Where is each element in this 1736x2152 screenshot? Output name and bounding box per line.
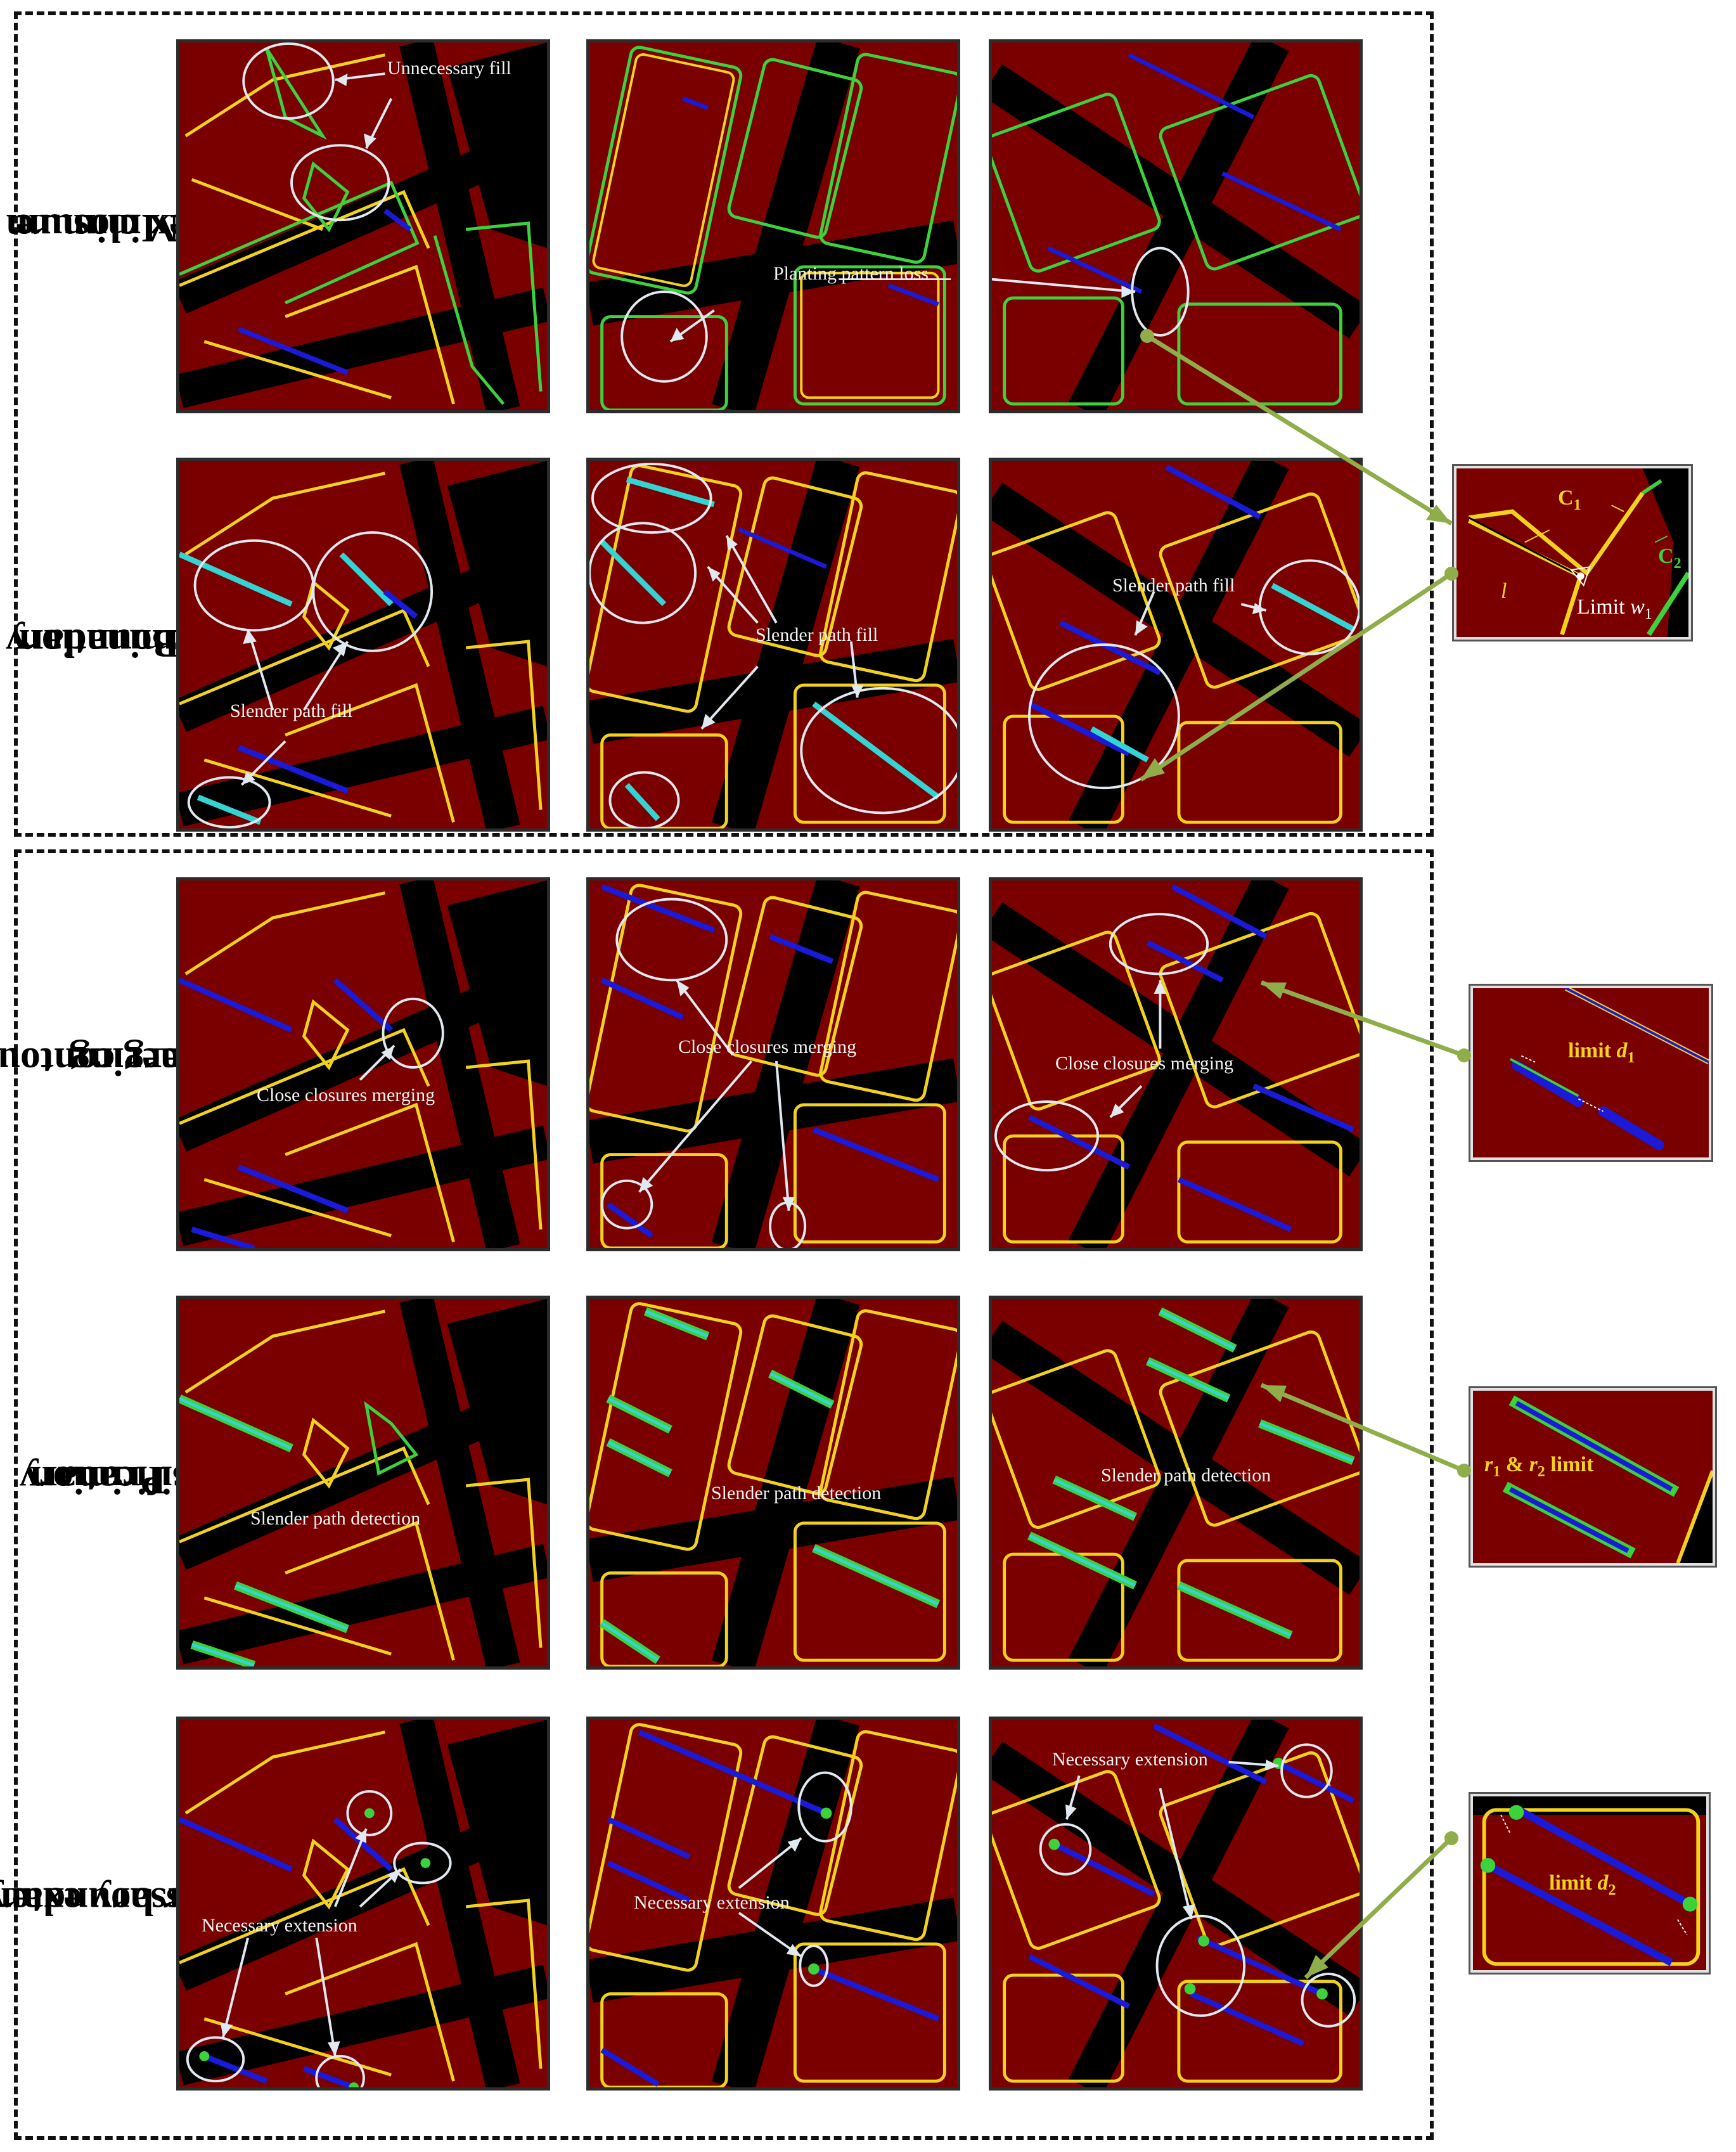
inset-label-c2-text: C <box>1658 544 1674 568</box>
panel-row3-col2: Close closures merging <box>586 877 960 1251</box>
annotation-slender-path-fill: Slender path fill <box>230 700 353 721</box>
row-label-necessary-extension: Necessary extensionto outer boundary <box>0 1711 299 2092</box>
panel-row1-col1: Unnecessary fill <box>176 39 550 413</box>
annotation-unnecessary-fill: Unnecessary fill <box>387 58 511 79</box>
inset-label-limit-w1: Limit w1 <box>1577 595 1652 623</box>
annotation-necessary-extension: Necessary extension <box>634 1892 790 1913</box>
annotation-close-closures-merging: Close closures merging <box>678 1036 857 1057</box>
inset-limit-d1: limit d1 <box>1470 986 1711 1160</box>
row-label-primary-classification: Primary classification <box>20 1293 254 1667</box>
inset-label-r2-sub: 2 <box>1537 1463 1545 1480</box>
row-label-boundary-determination: Boundary determination <box>6 456 265 830</box>
inset-label-d: d <box>1597 1871 1609 1895</box>
inset-label-c1: C1 <box>1558 486 1581 514</box>
panel-row3-col3: Close closures merging <box>989 877 1363 1251</box>
panel-row5-col3: Necessary extension <box>989 1717 1363 2091</box>
panel-row2-col3: Slender path fill <box>989 458 1363 832</box>
inset-label-suffix: limit <box>1545 1453 1594 1476</box>
panel-row1-col3 <box>989 39 1363 413</box>
inset-label-r1-r2-limit: r1 & r2 limit <box>1484 1453 1593 1481</box>
annotation-slender-path-fill: Slender path fill <box>1112 575 1235 596</box>
annotation-slender-path-detection: Slender path detection <box>250 1508 421 1529</box>
panel-row2-col1: Slender path fill <box>176 458 550 832</box>
inset-label-c1-text: C <box>1558 486 1574 510</box>
panel-row3-col1: Close closures merging <box>176 877 550 1251</box>
inset-r1-r2-limit: r1 & r2 limit <box>1470 1388 1715 1566</box>
inset-label-d: d <box>1616 1039 1628 1062</box>
annotation-close-closures-merging: Close closures merging <box>257 1085 435 1105</box>
row-label-inner-contours-merging: Inner contoursmerging <box>0 875 221 1249</box>
inset-label-c2: C2 <box>1658 544 1681 572</box>
row-label-minimum-convex-closure: Minimum convex closure <box>6 44 268 412</box>
inset-label-limit-prefix: limit <box>1568 1039 1617 1062</box>
panel-row4-col2: Slender path detection <box>586 1296 960 1670</box>
inset-label-r1: r <box>1484 1453 1493 1476</box>
panel-row5-col2: Necessary extension <box>586 1717 960 2091</box>
annotation-planting-pattern-loss: Planting pattern loss <box>773 263 929 284</box>
inset-label-c1-sub: 1 <box>1573 496 1581 513</box>
inset-label-r1-sub: 1 <box>1493 1463 1501 1480</box>
inset-label-c2-sub: 2 <box>1673 555 1681 572</box>
annotation-slender-path-detection: Slender path detection <box>1101 1465 1271 1486</box>
annotation-necessary-extension: Necessary extension <box>1052 1749 1208 1770</box>
inset-label-amp: & <box>1500 1453 1529 1476</box>
annotation-close-closures-merging: Close closures merging <box>1055 1053 1234 1074</box>
inset-label-limit-prefix: limit <box>1549 1871 1598 1895</box>
annotation-slender-path-detection: Slender path detection <box>711 1483 882 1504</box>
panel-row4-col1: Slender path detection <box>176 1296 550 1670</box>
panel-row1-col2: Planting pattern loss <box>586 39 960 413</box>
inset-label-limit-d1: limit d1 <box>1568 1039 1635 1067</box>
inset-label-l: l <box>1501 579 1507 603</box>
panel-row4-col3: Slender path detection <box>989 1296 1363 1670</box>
inset-limit-d2: limit d2 <box>1470 1794 1709 1973</box>
inset-label-r2: r <box>1529 1453 1538 1476</box>
inset-label-limit-prefix: Limit <box>1577 595 1631 619</box>
inset-label-w-sub: 1 <box>1644 605 1652 622</box>
panel-row5-col1: Necessary extension <box>176 1717 550 2091</box>
inset-limit-w1: C1 C2 l Limit w1 <box>1454 466 1691 640</box>
inset-label-d-sub: 2 <box>1608 1881 1616 1898</box>
inset-label-w: w <box>1630 595 1645 619</box>
panel-row2-col2: Slender path fill <box>586 458 960 832</box>
annotation-slender-path-fill: Slender path fill <box>755 624 878 645</box>
inset-label-d-sub: 1 <box>1627 1049 1635 1066</box>
inset-label-limit-d2: limit d2 <box>1549 1871 1616 1899</box>
annotation-necessary-extension: Necessary extension <box>202 1915 357 1936</box>
group-frame-bottom <box>14 849 1434 2140</box>
